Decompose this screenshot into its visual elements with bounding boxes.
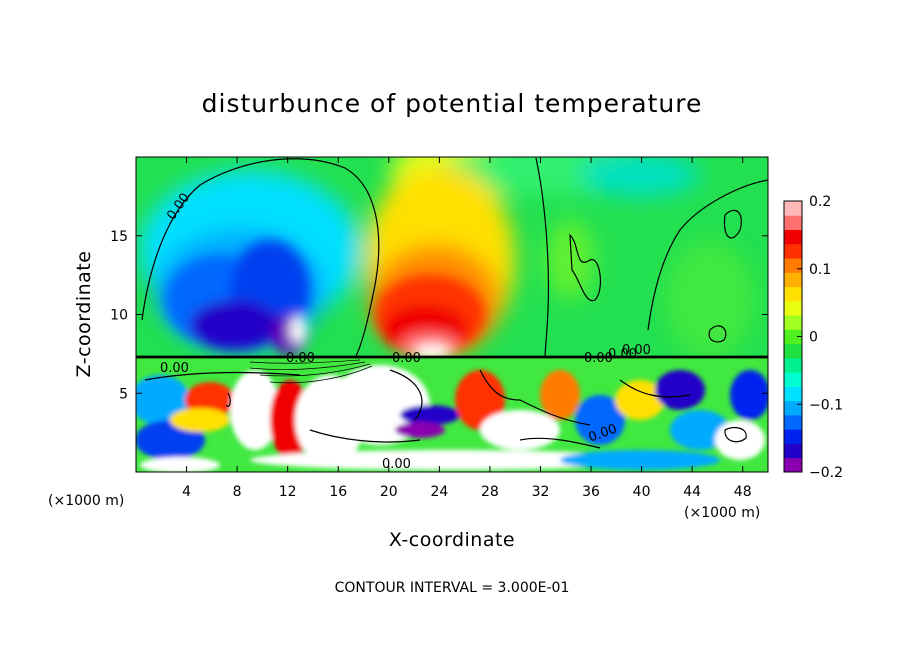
colorbar-tick-label: −0.2 (809, 465, 843, 481)
colorbar-swatch (784, 343, 802, 359)
colorbar-swatch (784, 286, 802, 302)
x-tick-label: 24 (430, 484, 448, 500)
x-tick-label: 32 (532, 484, 550, 500)
chart-title: disturbunce of potential temperature (202, 89, 703, 118)
contour-label: 0.00 (160, 361, 189, 376)
colorbar-tick-label: 0 (809, 330, 818, 346)
contour-label: 0.00 (286, 351, 315, 366)
colorbar-tick-label: −0.1 (809, 397, 843, 413)
x-tick-label: 44 (683, 484, 701, 500)
contour-label: 0.00 (622, 343, 651, 358)
colorbar-swatch (784, 329, 802, 345)
colorbar-swatch (784, 357, 802, 373)
x-tick-label: 12 (279, 484, 297, 500)
lower-domain-field (136, 358, 768, 472)
colorbar-swatch (784, 201, 802, 216)
y-tick-label: 10 (110, 308, 128, 324)
colorbar-swatch (784, 372, 802, 387)
x-tick-label: 36 (582, 484, 600, 500)
colorbar-swatch (784, 215, 802, 231)
x-axis-title: X-coordinate (389, 529, 515, 551)
colorbar-swatch (784, 243, 802, 259)
colorbar-tick-label: 0.1 (809, 262, 831, 278)
y-axis-title: Z-coordinate (73, 251, 95, 378)
x-unit-left: (×1000 m) (48, 493, 124, 509)
contour-interval-note: CONTOUR INTERVAL = 3.000E-01 (335, 580, 570, 596)
colorbar-swatch (784, 457, 802, 473)
x-tick-label: 4 (182, 484, 191, 500)
colorbar-swatch (784, 443, 802, 459)
upper-domain-core (165, 240, 485, 360)
x-tick-label: 16 (329, 484, 347, 500)
x-tick-label: 8 (233, 484, 242, 500)
colorbar-swatch (784, 414, 802, 430)
colorbar-swatch (784, 429, 802, 444)
contour-lines (141, 157, 768, 449)
x-unit-right: (×1000 m) (684, 505, 760, 521)
y-tick-label: 15 (110, 229, 128, 245)
y-axis: 5 10 15 (110, 229, 768, 402)
plot-field: 0.00 0.00 0.00 0.00 0.00 0.00 0.00 0.00 … (136, 157, 768, 472)
x-tick-label: 40 (633, 484, 651, 500)
colorbar: 0.2 0.1 0 −0.1 −0.2 (783, 194, 843, 481)
colorbar-swatch (784, 315, 802, 330)
interface-line (136, 356, 768, 358)
y-tick-label: 5 (119, 386, 128, 402)
colorbar-swatch (784, 229, 802, 245)
contour-label: 0.00 (382, 457, 411, 472)
contour-label: 0.00 (392, 351, 421, 366)
colorbar-swatch (784, 258, 802, 273)
contour-label: 0.00 (608, 347, 637, 362)
colorbar-swatch (784, 300, 802, 316)
contour-label: 0.00 (584, 351, 613, 366)
colorbar-tick-label: 0.2 (809, 194, 831, 210)
x-axis: 4 8 12 16 20 24 28 32 36 40 44 48 (182, 157, 752, 500)
colorbar-swatch (784, 386, 802, 402)
colorbar-swatch (784, 400, 802, 416)
x-tick-label: 28 (481, 484, 499, 500)
x-tick-label: 48 (734, 484, 752, 500)
x-tick-label: 20 (380, 484, 398, 500)
colorbar-swatch (784, 272, 802, 288)
